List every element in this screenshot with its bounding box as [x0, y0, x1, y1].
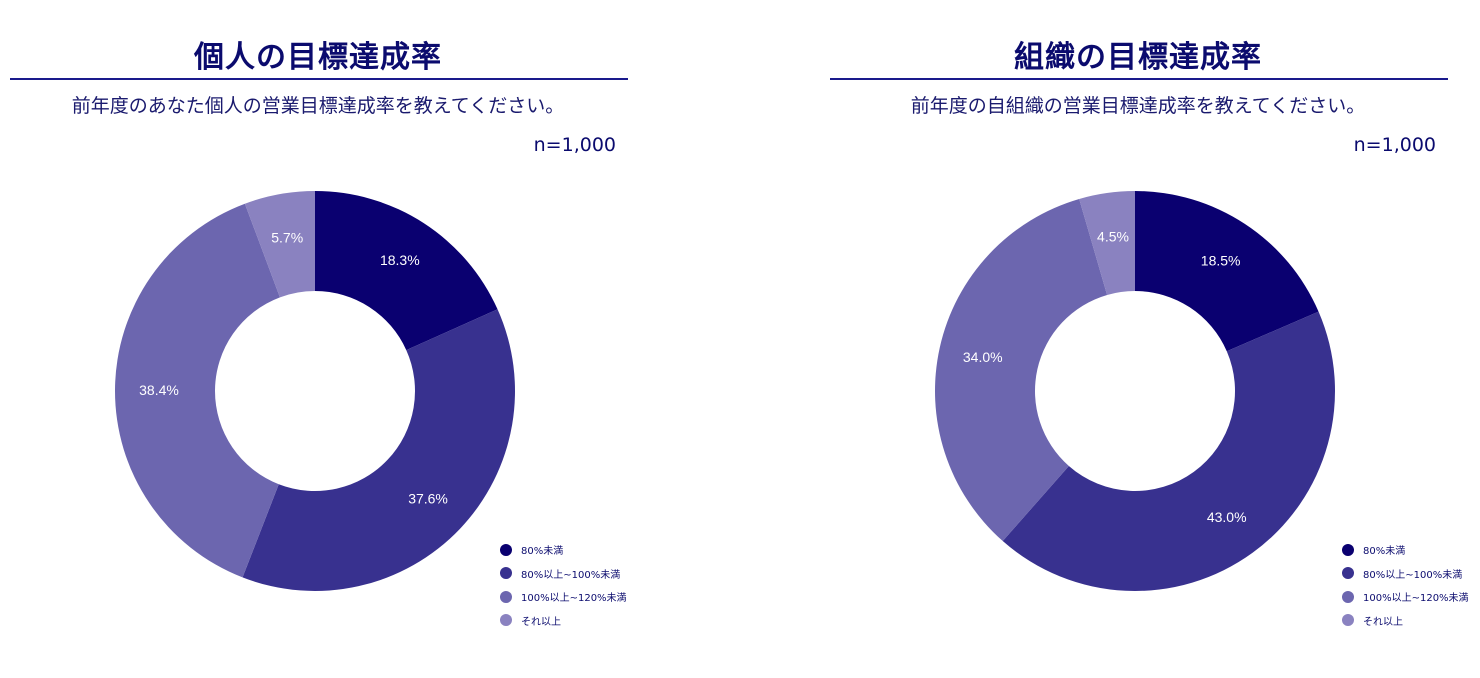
- donut-slice: [244, 191, 315, 298]
- chart-legend: 80%未満 80%以上~100%未満 100%以上~120%未満 それ以上: [1342, 538, 1480, 632]
- legend-swatch: [500, 567, 512, 580]
- title-divider: [10, 78, 628, 80]
- slice-value-label: 18.5%: [1201, 253, 1241, 269]
- slice-value-label: 5.7%: [271, 229, 303, 245]
- legend-item: 100%以上~120%未満: [500, 585, 640, 609]
- donut-slice: [1079, 191, 1135, 295]
- donut-slice: [1135, 191, 1319, 352]
- title-divider: [830, 78, 1448, 80]
- chart-subtitle: 前年度のあなた個人の営業目標達成率を教えてください。: [71, 95, 565, 117]
- legend-swatch: [500, 590, 512, 603]
- chart-title: 個人の目標達成率: [194, 40, 442, 75]
- slice-value-label: 38.4%: [139, 382, 179, 398]
- donut-slice: [315, 191, 498, 351]
- chart-panel-organization: 組織の目標達成率 前年度の自組織の営業目標達成率を教えてください。 n=1,00…: [828, 0, 1469, 678]
- legend-label: 80%未満: [521, 546, 564, 558]
- sample-size-label: n=1,000: [533, 134, 616, 156]
- legend-swatch: [500, 543, 512, 556]
- sample-size-label: n=1,000: [1353, 134, 1436, 156]
- donut-slice: [114, 203, 280, 578]
- legend-label: 80%未満: [1363, 546, 1406, 558]
- chart-panel-individual: 個人の目標達成率 前年度のあなた個人の営業目標達成率を教えてください。 n=1,…: [8, 0, 648, 678]
- legend-swatch: [1342, 614, 1354, 627]
- legend-label: それ以上: [1363, 616, 1403, 628]
- legend-swatch: [1342, 543, 1354, 556]
- legend-swatch: [1342, 590, 1354, 603]
- legend-label: 100%以上~120%未満: [1363, 593, 1469, 605]
- donut-chart-organization: 18.5% 43.0% 34.0% 4.5%: [935, 191, 1335, 591]
- donut-slice: [242, 309, 515, 591]
- slice-value-label: 4.5%: [1097, 229, 1129, 245]
- donut-chart-individual: 18.3% 37.6% 38.4% 5.7%: [114, 191, 515, 591]
- legend-label: 80%以上~100%未満: [521, 569, 621, 581]
- donut-slice: [935, 198, 1108, 542]
- legend-swatch: [500, 614, 512, 627]
- legend-item: 80%未満: [500, 538, 640, 562]
- legend-item: 80%以上~100%未満: [1342, 562, 1480, 586]
- chart-subtitle: 前年度の自組織の営業目標達成率を教えてください。: [910, 95, 1366, 117]
- slice-value-label: 18.3%: [380, 252, 420, 268]
- legend-item: 80%以上~100%未満: [500, 562, 640, 586]
- chart-legend: 80%未満 80%以上~100%未満 100%以上~120%未満 それ以上: [500, 538, 640, 632]
- legend-label: それ以上: [521, 616, 561, 628]
- legend-label: 100%以上~120%未満: [521, 593, 627, 605]
- chart-title: 組織の目標達成率: [1014, 40, 1262, 75]
- slice-value-label: 34.0%: [963, 349, 1003, 365]
- donut-slice: [1002, 311, 1335, 591]
- legend-item: 80%未満: [1342, 538, 1480, 562]
- slice-value-label: 37.6%: [408, 491, 448, 507]
- legend-label: 80%以上~100%未満: [1363, 569, 1463, 581]
- legend-item: それ以上: [1342, 609, 1480, 633]
- legend-swatch: [1342, 567, 1354, 580]
- legend-item: それ以上: [500, 609, 640, 633]
- slice-value-label: 43.0%: [1207, 509, 1247, 525]
- legend-item: 100%以上~120%未満: [1342, 585, 1480, 609]
